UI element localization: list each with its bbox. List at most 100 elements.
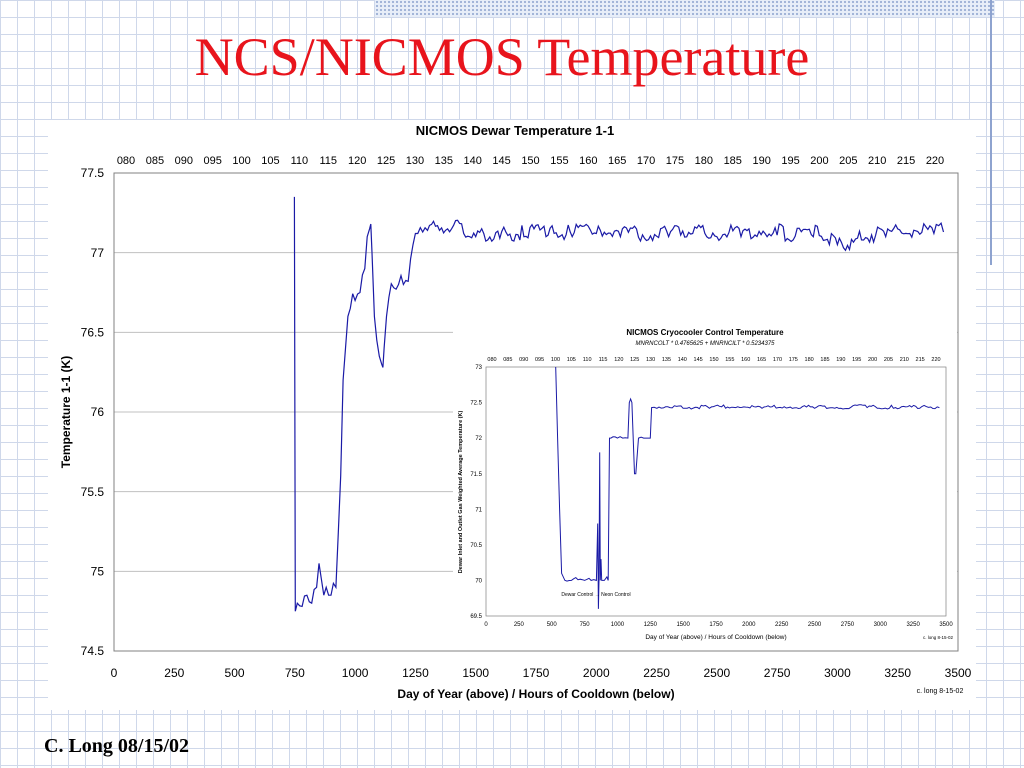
inset-chart-ylabel: Dewar Inlet and Outlet Gas Weighted Aver… [458,411,464,574]
x-tick-label: 1750 [709,622,723,628]
top-axis-label: 185 [724,155,742,167]
main-chart-ylabel: Temperature 1-1 (K) [59,356,73,468]
y-tick-label: 72.5 [470,401,482,407]
x-tick-label: 1500 [676,622,690,628]
top-axis-label: 190 [752,155,770,167]
inset-chart-background [453,322,957,648]
x-tick-label: 3250 [906,622,920,628]
x-tick-label: 3500 [939,622,953,628]
main-chart-xlabel: Day of Year (above) / Hours of Cooldown … [397,687,674,701]
top-axis-label: 140 [464,155,482,167]
x-tick-label: 3000 [824,666,851,680]
top-axis-label: 205 [839,155,857,167]
top-axis-label: 165 [608,155,626,167]
top-axis-label: 195 [781,155,799,167]
top-axis-label: 130 [646,357,655,363]
x-tick-label: 2750 [764,666,791,680]
x-tick-label: 500 [225,666,245,680]
top-axis-label: 195 [852,357,861,363]
x-tick-label: 750 [580,622,591,628]
top-axis-label: 100 [232,155,250,167]
inset-control-label: Dewar Control → Neon Control [561,592,630,598]
inset-chart-annotation: c. long 8-15-02 [923,635,954,640]
x-tick-label: 1250 [644,622,658,628]
top-axis-label: 085 [146,155,164,167]
x-tick-label: 2000 [742,622,756,628]
x-tick-label: 750 [285,666,305,680]
top-axis-label: 170 [773,357,782,363]
x-tick-label: 2250 [775,622,789,628]
x-tick-label: 250 [514,622,525,628]
y-tick-label: 73 [475,365,482,371]
main-series-line [293,196,945,612]
x-tick-label: 0 [111,666,118,680]
slide-title: NCS/NICMOS Temperature [194,27,810,87]
top-axis-label: 095 [203,155,221,167]
top-axis-label: 170 [637,155,655,167]
inset-chart-y-axis: 69.5 70 70.5 71 71.5 72 72.5 73 [470,365,482,620]
x-tick-label: 2500 [704,666,731,680]
top-axis-label: 205 [884,357,893,363]
top-axis-label: 080 [487,357,496,363]
right-decorative-line [990,0,992,265]
top-axis-label: 150 [521,155,539,167]
top-axis-label: 090 [175,155,193,167]
top-axis-label: 180 [695,155,713,167]
x-tick-label: 3250 [884,666,911,680]
inset-chart-x-axis: 0 250 500 750 1000 1250 1500 1750 2000 2250 2500 27… [484,622,953,628]
top-axis-label: 140 [678,357,687,363]
y-tick-label: 77 [91,246,105,260]
top-axis-label: 145 [694,357,703,363]
x-tick-label: 0 [484,622,488,628]
top-axis-label: 110 [583,357,592,363]
y-tick-label: 71.5 [470,472,482,478]
main-chart-title: NICMOS Dewar Temperature 1-1 [416,123,614,138]
main-chart-top-axis: 080 085 090 095 100 105 110 115 120 125 130 135 140 1… [117,155,944,167]
main-plot-area [113,172,959,652]
main-chart-x-axis: 0 250 500 750 1000 1250 1500 1750 2000 2250 2500 27… [111,666,972,680]
x-tick-label: 1250 [402,666,429,680]
top-decorative-band [375,0,995,17]
top-axis-label: 120 [614,357,623,363]
top-axis-label: 115 [319,155,337,167]
top-axis-label: 100 [551,357,560,363]
y-tick-label: 76 [91,405,105,419]
inset-chart: NICMOS Cryocooler Control Temperature MN… [453,322,957,648]
top-axis-label: 220 [926,155,944,167]
y-tick-label: 74.5 [81,644,105,658]
top-axis-label: 095 [535,357,544,363]
y-tick-label: 71 [475,507,482,513]
x-tick-label: 1000 [611,622,625,628]
main-chart-y-axis: 74.5 75 75.5 76 76.5 77 77.5 [81,166,105,658]
x-tick-label: 3500 [945,666,972,680]
y-tick-label: 70.5 [470,543,482,549]
top-axis-label: 220 [931,357,940,363]
top-axis-label: 215 [916,357,925,363]
inset-series-line [555,366,940,609]
top-axis-label: 210 [868,155,886,167]
top-axis-label: 115 [599,357,608,363]
top-axis-label: 135 [435,155,453,167]
top-axis-label: 125 [377,155,395,167]
top-axis-label: 165 [757,357,766,363]
top-axis-label: 150 [709,357,718,363]
top-axis-label: 125 [630,357,639,363]
top-axis-label: 120 [348,155,366,167]
x-tick-label: 500 [547,622,558,628]
x-tick-label: 1000 [342,666,369,680]
top-axis-label: 160 [579,155,597,167]
inset-chart-subtitle: MNRNCOLT * 0.4765625 + MNRNCILT * 0.5234… [635,341,775,347]
y-tick-label: 69.5 [470,614,482,620]
x-tick-label: 3000 [874,622,888,628]
x-tick-label: 250 [164,666,184,680]
top-axis-label: 085 [503,357,512,363]
main-chart-annotation: c. long 8-15-02 [917,688,964,695]
x-tick-label: 2500 [808,622,822,628]
top-axis-label: 215 [897,155,915,167]
top-axis-label: 110 [291,155,309,167]
top-axis-label: 160 [741,357,750,363]
y-tick-label: 70 [475,579,482,585]
y-tick-label: 75.5 [81,485,105,499]
top-axis-label: 200 [810,155,828,167]
inset-chart-title: NICMOS Cryocooler Control Temperature [626,328,784,337]
